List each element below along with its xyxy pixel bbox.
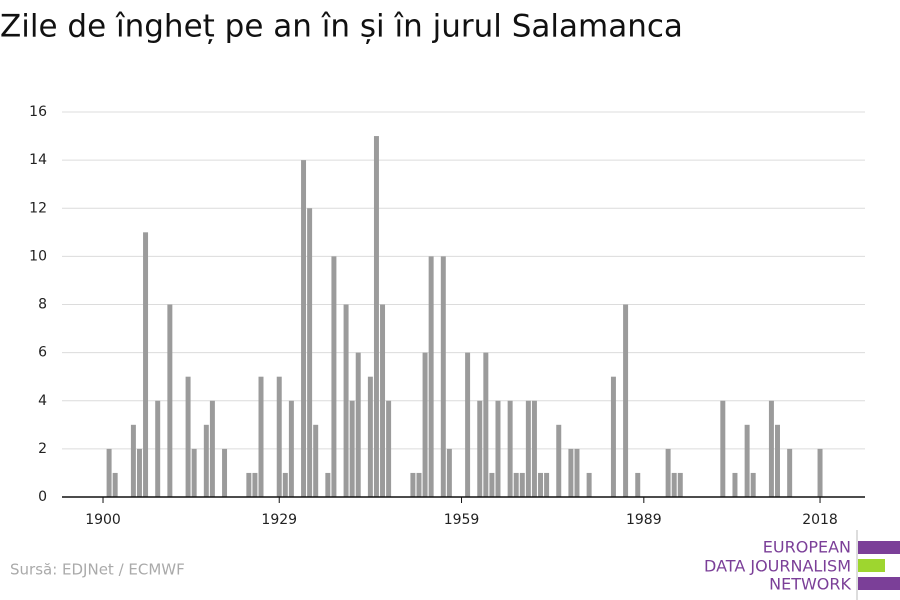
x-tick-label: 1989 — [626, 512, 662, 528]
bar — [440, 256, 446, 497]
bar — [732, 472, 738, 497]
bar — [623, 304, 629, 497]
logo-text: NETWORK — [769, 575, 851, 594]
bar — [428, 256, 434, 497]
bar — [744, 424, 750, 497]
bar — [671, 472, 677, 497]
bar — [544, 472, 550, 497]
bar — [313, 424, 319, 497]
y-tick-label: 8 — [38, 297, 47, 313]
x-tick-label: 2018 — [802, 512, 838, 528]
x-tick-label: 1900 — [85, 512, 121, 528]
bar — [185, 376, 191, 497]
bar — [775, 424, 780, 497]
logo-bar — [858, 559, 885, 572]
x-tick-label: 1959 — [444, 512, 480, 528]
bar — [252, 472, 258, 497]
bar — [106, 448, 112, 497]
bar — [538, 472, 544, 497]
bar — [586, 472, 592, 497]
bar — [787, 448, 793, 497]
bar — [136, 448, 142, 497]
bar — [465, 352, 471, 497]
y-tick-label: 0 — [38, 489, 47, 505]
bar — [349, 400, 355, 497]
logo-bar — [858, 577, 900, 590]
y-tick-label: 4 — [38, 393, 47, 409]
bar — [507, 400, 513, 497]
bar — [513, 472, 519, 497]
bar — [380, 304, 386, 497]
bar — [343, 304, 349, 497]
bar — [258, 376, 264, 497]
bar — [331, 256, 337, 497]
bar — [203, 424, 209, 497]
bar — [282, 472, 288, 497]
bar — [325, 472, 331, 497]
bar — [416, 472, 422, 497]
bar — [531, 400, 537, 497]
bar — [367, 376, 373, 497]
bar — [130, 424, 136, 497]
y-tick-label: 16 — [29, 104, 47, 120]
bar — [276, 376, 282, 497]
bar — [355, 352, 361, 497]
bar — [489, 472, 495, 497]
x-tick-label: 1929 — [261, 512, 297, 528]
y-tick-label: 14 — [29, 152, 47, 168]
bar — [143, 232, 149, 497]
chart-title: Zile de îngheț pe an în și în jurul Sala… — [0, 9, 683, 45]
bar — [525, 400, 531, 497]
bar — [495, 400, 501, 497]
bar — [556, 424, 562, 497]
logo-text: EUROPEAN — [763, 538, 851, 557]
logo-bar — [858, 541, 900, 554]
bar — [410, 472, 416, 497]
bar — [209, 400, 215, 497]
bar — [301, 160, 307, 497]
source: Sursă: EDJNet / ECMWF — [10, 561, 185, 579]
bar — [373, 136, 379, 497]
bar — [112, 472, 118, 497]
bar — [768, 400, 774, 497]
bar — [574, 448, 580, 497]
bar — [246, 472, 252, 497]
bar — [519, 472, 525, 497]
bar — [483, 352, 489, 497]
bar — [610, 376, 616, 497]
bar — [720, 400, 726, 497]
bar — [288, 400, 294, 497]
y-tick-label: 6 — [38, 345, 47, 361]
bar — [222, 448, 228, 497]
bar — [635, 472, 641, 497]
bar — [446, 448, 452, 497]
bar — [677, 472, 683, 497]
y-tick-label: 10 — [29, 248, 47, 264]
bar — [167, 304, 173, 497]
bar — [750, 472, 756, 497]
bar — [386, 400, 392, 497]
y-tick-label: 12 — [29, 200, 47, 216]
bar — [422, 352, 428, 497]
bar — [155, 400, 161, 497]
y-tick-label: 2 — [38, 441, 47, 457]
bar — [477, 400, 483, 497]
logo-text: DATA JOURNALISM — [704, 557, 851, 576]
bar — [817, 448, 823, 497]
bar — [307, 208, 313, 497]
bar — [191, 448, 197, 497]
bar — [568, 448, 574, 497]
bar — [665, 448, 671, 497]
